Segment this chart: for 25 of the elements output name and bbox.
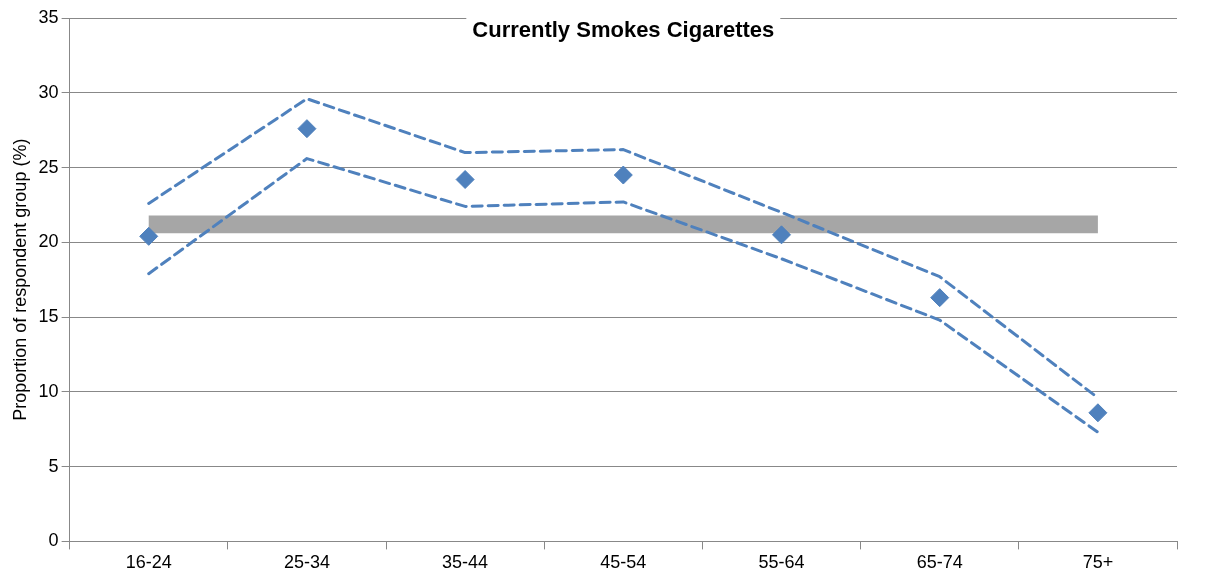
x-tick-label: 25-34: [283, 552, 330, 573]
point: [455, 170, 475, 190]
x-tick-label: 16-24: [125, 552, 172, 573]
x-tick-label: 75+: [1082, 552, 1114, 573]
y-tick-label: 10: [38, 380, 59, 401]
x-tick-label: 45-54: [600, 552, 647, 573]
y-tick-label: 30: [38, 81, 59, 102]
x-tick-label: 35-44: [442, 552, 489, 573]
x-tick-label: 65-74: [916, 552, 963, 573]
point: [772, 225, 792, 245]
x-tick-label: 55-64: [758, 552, 805, 573]
chart-title: Currently Smokes Cigarettes: [472, 17, 775, 43]
point: [297, 119, 317, 139]
y-tick-label: 15: [38, 306, 59, 327]
y-tick-label: 25: [38, 156, 59, 177]
point: [613, 165, 633, 185]
y-axis-title: Proportion of respondent group (%): [9, 138, 30, 421]
point: [139, 226, 159, 246]
line-series: [147, 157, 1100, 434]
y-tick-label: 5: [48, 455, 59, 476]
point: [930, 288, 950, 308]
y-tick-label: 35: [38, 6, 59, 27]
y-tick-label: 20: [38, 231, 59, 252]
y-tick-label: 0: [48, 530, 59, 551]
point: [1088, 403, 1108, 423]
